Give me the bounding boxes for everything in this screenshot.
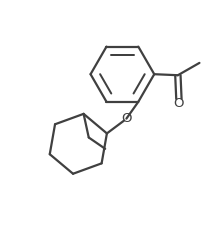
Text: O: O [121, 112, 132, 125]
Text: O: O [174, 98, 184, 110]
